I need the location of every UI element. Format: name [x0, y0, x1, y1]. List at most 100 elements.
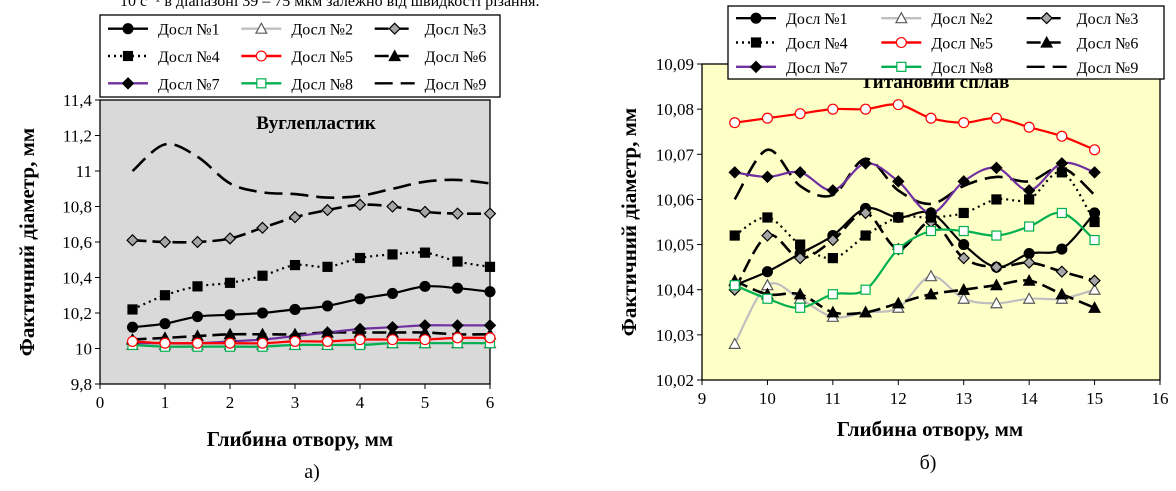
legend-label: Досл №4: [786, 36, 848, 53]
data-point: [1089, 144, 1101, 156]
data-point: [451, 282, 464, 294]
data-point: [419, 280, 431, 292]
series-5: [729, 99, 1101, 156]
data-point: [891, 296, 905, 309]
legend-label: Досл №9: [425, 76, 487, 93]
data-point: [1022, 274, 1036, 286]
legend-item: Досл №1: [108, 22, 220, 39]
x-tick-label: 2: [226, 393, 235, 412]
data-point: [419, 247, 431, 258]
legend-label: Досл №4: [158, 49, 220, 66]
legend-label: Досл №6: [425, 49, 487, 66]
data-point: [256, 221, 269, 235]
data-point: [256, 307, 269, 319]
series-5: [126, 332, 496, 349]
data-point: [386, 320, 399, 334]
data-point: [991, 194, 1002, 205]
data-point: [1024, 221, 1035, 232]
data-point: [1088, 301, 1101, 313]
legend-label: Досл №5: [291, 49, 353, 66]
caption-top: 10 с⁻¹ в діапазоні 39 – 75 мкм залежно в…: [120, 0, 540, 10]
legend-item: Досл №2: [881, 11, 993, 28]
data-point: [859, 157, 872, 170]
data-point: [1022, 256, 1036, 269]
x-tick-label: 3: [291, 393, 300, 412]
data-point: [388, 22, 401, 35]
data-point: [451, 207, 464, 220]
legend-label: Досл №3: [1077, 11, 1139, 28]
data-point: [159, 290, 171, 301]
legend-label: Досл №6: [1077, 36, 1139, 53]
y-tick-label: 10,04: [656, 281, 695, 300]
legend-item: Досл №8: [881, 60, 993, 77]
y-tick-label: 11,4: [63, 91, 93, 110]
legend-label: Досл №7: [158, 76, 220, 93]
data-point: [158, 235, 172, 249]
legend-item: Досл №8: [241, 76, 353, 93]
data-point: [1056, 243, 1068, 255]
y-tick-label: 10,05: [656, 236, 694, 255]
data-point: [990, 278, 1003, 291]
legend-label: Досл №2: [931, 11, 993, 28]
legend-label: Досл №2: [291, 22, 353, 39]
data-point: [418, 205, 432, 219]
data-point: [893, 212, 904, 223]
y-axis-label: Фактичний діаметр, мм: [15, 128, 39, 356]
x-tick-label: 0: [96, 393, 105, 412]
x-tick-label: 12: [890, 389, 907, 408]
data-point: [750, 37, 762, 48]
data-point: [1055, 157, 1069, 170]
data-point: [354, 334, 366, 346]
data-point: [257, 270, 268, 281]
data-point: [322, 261, 333, 272]
chart-title: Вуглепластик: [256, 113, 375, 134]
data-point: [1089, 216, 1100, 228]
data-point: [289, 335, 301, 347]
x-tick-label: 6: [486, 393, 495, 412]
data-point: [957, 292, 971, 304]
data-point: [452, 256, 463, 267]
data-point: [1023, 121, 1035, 133]
data-point: [892, 175, 905, 188]
data-point: [321, 203, 334, 217]
data-point: [159, 318, 171, 330]
series-1: [126, 280, 496, 333]
data-point: [925, 225, 937, 237]
legend-item: Досл №5: [241, 49, 353, 66]
series-7: [728, 157, 1101, 220]
data-point: [224, 337, 236, 349]
legend: Досл №1 Досл №2 Досл №3 Досл №4 Досл №5 Досл …: [99, 14, 501, 98]
data-point: [484, 332, 496, 344]
data-point: [892, 99, 904, 111]
data-point: [795, 239, 806, 250]
data-point: [924, 287, 938, 300]
data-point: [126, 335, 139, 347]
data-point: [224, 309, 236, 321]
data-point: [122, 23, 134, 35]
legend-box: [99, 14, 501, 98]
legend-label: Досл №1: [786, 11, 848, 28]
y-tick-label: 10,6: [62, 233, 92, 252]
series-8: [729, 207, 1100, 313]
legend-label: Досл №3: [425, 22, 487, 39]
data-point: [826, 305, 840, 318]
chart-panel-1: 9,8 10 10,2 10,4 10,6 10,8 11 11,2 11,4 0 1 2 3 4 5 6 Ву…: [15, 14, 501, 483]
data-point: [860, 230, 871, 241]
data-point: [1089, 234, 1100, 246]
legend-item: Досл №6: [1026, 36, 1139, 53]
data-point: [255, 50, 267, 62]
data-point: [386, 287, 399, 300]
legend: Досл №1 Досл №2 Досл №3 Досл №4 Досл №5 Досл …: [727, 5, 1165, 80]
x-axis-label: Глибина отвору, мм: [207, 427, 393, 451]
data-point: [256, 78, 267, 89]
data-point: [419, 334, 431, 346]
y-tick-label: 10,2: [62, 304, 92, 323]
data-point: [728, 337, 742, 349]
legend-item: Досл №2: [241, 22, 353, 39]
y-tick-label: 10: [75, 340, 92, 359]
data-point: [990, 260, 1003, 274]
y-tick-label: 10,02: [656, 371, 694, 390]
data-point: [388, 49, 402, 62]
x-tick-label: 15: [1086, 389, 1103, 408]
